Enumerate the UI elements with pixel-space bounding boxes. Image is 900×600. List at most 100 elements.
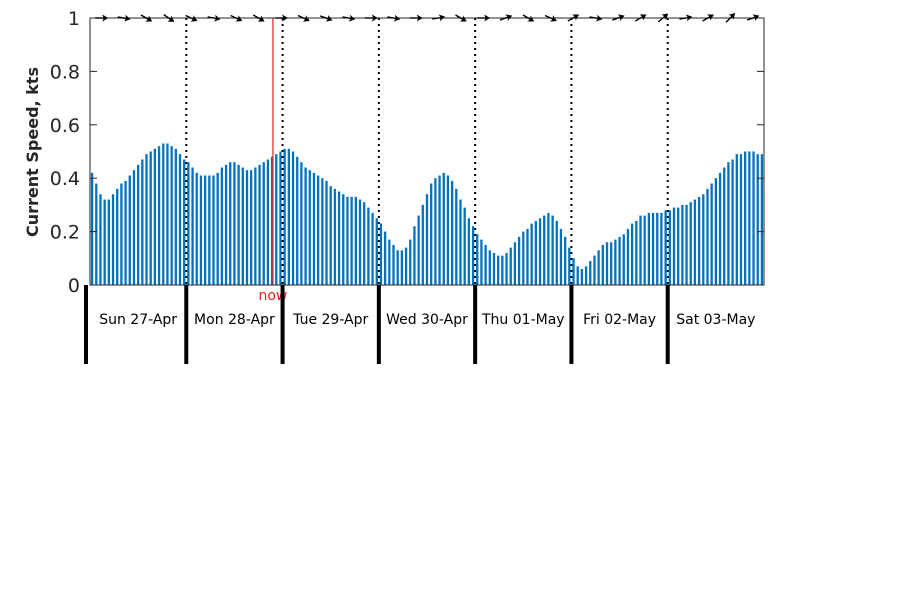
direction-arrow: [230, 14, 243, 22]
direction-arrow: [702, 14, 714, 22]
bar: [220, 167, 224, 285]
arrow-head: [281, 14, 288, 22]
bar: [430, 183, 433, 285]
direction-arrow: [117, 14, 131, 22]
bar: [601, 244, 604, 285]
bar: [287, 148, 290, 285]
bar: [279, 151, 282, 285]
direction-arrow: [634, 14, 647, 22]
bar: [731, 159, 734, 285]
bar: [572, 258, 575, 285]
direction-arrow: [589, 14, 603, 22]
bar: [400, 250, 404, 285]
bar: [718, 172, 722, 285]
bar: [618, 236, 621, 285]
bar: [576, 266, 579, 285]
bar: [254, 167, 257, 285]
arrow-head: [102, 14, 109, 22]
bar: [760, 154, 764, 285]
bar: [434, 178, 437, 285]
bar: [547, 212, 550, 285]
bar: [245, 170, 249, 285]
bar: [149, 151, 152, 285]
bar: [710, 183, 713, 285]
arrow-head: [484, 14, 491, 22]
bar: [530, 223, 533, 285]
day-label: Tue 29-Apr: [292, 312, 368, 328]
bar: [203, 175, 207, 285]
day-label: Fri 02-May: [583, 312, 656, 328]
bar: [497, 255, 500, 285]
bar: [505, 252, 508, 285]
direction-arrow: [207, 14, 221, 22]
bar: [157, 146, 161, 285]
direction-arrow: [432, 14, 446, 22]
bar: [166, 143, 169, 285]
bar: [488, 250, 491, 285]
bar: [162, 143, 165, 285]
arrow-head: [124, 14, 131, 22]
bar: [467, 218, 471, 285]
arrow-head: [752, 14, 760, 21]
bar: [446, 175, 450, 285]
direction-arrow: [567, 14, 580, 22]
arrow-head: [416, 14, 423, 22]
arrow-head: [190, 15, 198, 22]
bar: [312, 172, 316, 285]
bar: [580, 268, 584, 285]
direction-arrow: [95, 14, 109, 22]
bar: [442, 172, 445, 285]
bar: [706, 188, 709, 285]
direction-arrow: [297, 14, 310, 22]
arrow-head: [639, 14, 647, 21]
bar: [501, 255, 504, 285]
day-label: Sat 03-May: [676, 312, 755, 328]
bar: [476, 234, 479, 285]
direction-arrow: [140, 14, 153, 22]
bar: [480, 239, 483, 285]
bar: [672, 207, 676, 285]
bar: [103, 199, 106, 285]
bar: [450, 180, 454, 285]
y-axis-label: Current Speed, kts: [23, 67, 42, 237]
bar: [635, 220, 638, 285]
y-tick-label: 0.8: [50, 61, 80, 83]
day-labels: Sun 27-Apr Mon 28-Apr Tue 29-Apr Wed 30-Apr…: [84, 285, 755, 364]
y-axis-ticks: 0 0.2 0.4 0.6 0.8 1: [50, 8, 764, 297]
bar: [262, 162, 265, 285]
arrow-head: [348, 14, 356, 22]
bar: [199, 175, 203, 285]
bar: [559, 228, 563, 285]
arrow-head: [393, 14, 401, 22]
bar: [421, 204, 424, 285]
bar: [538, 218, 542, 285]
bar: [321, 178, 324, 285]
bar: [484, 244, 487, 285]
direction-arrow: [163, 13, 175, 23]
now-label: now: [258, 288, 287, 304]
direction-arrow: [499, 14, 513, 21]
bar: [409, 239, 412, 285]
direction-arrow: [320, 15, 333, 22]
bar: [526, 228, 529, 285]
arrow-head: [595, 14, 603, 22]
day-label: Thu 01-May: [481, 312, 565, 328]
bar: [756, 154, 759, 285]
bar: [233, 162, 236, 285]
bar: [555, 220, 558, 285]
direction-arrow: [657, 13, 669, 23]
direction-arrow: [544, 14, 557, 22]
bar: [258, 164, 261, 285]
bar: [250, 170, 253, 285]
bar: [677, 207, 680, 285]
bar: [363, 202, 366, 285]
bar: [371, 212, 374, 285]
bar: [509, 247, 512, 285]
arrow-head: [706, 14, 714, 21]
bar: [492, 252, 496, 285]
bar: [739, 154, 743, 285]
direction-arrow: [522, 14, 535, 22]
bar: [208, 175, 211, 285]
